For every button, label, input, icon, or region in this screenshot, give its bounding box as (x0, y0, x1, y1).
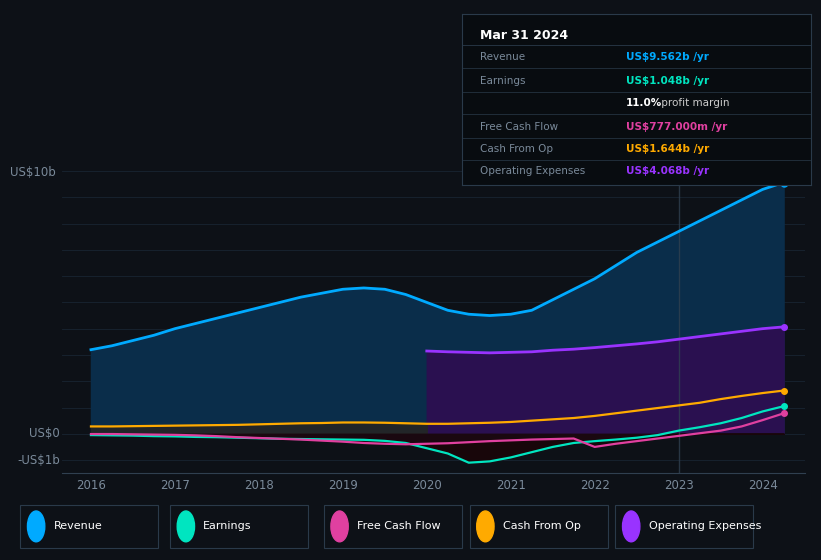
Text: US$4.068b /yr: US$4.068b /yr (626, 166, 709, 176)
Ellipse shape (477, 511, 494, 542)
Text: Free Cash Flow: Free Cash Flow (357, 521, 441, 531)
Text: Operating Expenses: Operating Expenses (479, 166, 585, 176)
Text: Cash From Op: Cash From Op (479, 144, 553, 154)
Text: profit margin: profit margin (658, 98, 729, 108)
Text: Mar 31 2024: Mar 31 2024 (479, 29, 568, 43)
Text: Free Cash Flow: Free Cash Flow (479, 122, 557, 132)
Text: US$1.644b /yr: US$1.644b /yr (626, 144, 709, 154)
Ellipse shape (622, 511, 640, 542)
Text: US$0: US$0 (30, 427, 60, 440)
Text: Operating Expenses: Operating Expenses (649, 521, 761, 531)
Ellipse shape (27, 511, 45, 542)
Text: 11.0%: 11.0% (626, 98, 663, 108)
Text: Earnings: Earnings (204, 521, 252, 531)
Text: Cash From Op: Cash From Op (502, 521, 580, 531)
Text: Earnings: Earnings (479, 76, 525, 86)
Text: US$1.048b /yr: US$1.048b /yr (626, 76, 709, 86)
Text: US$9.562b /yr: US$9.562b /yr (626, 52, 709, 62)
Text: Revenue: Revenue (53, 521, 102, 531)
Text: -US$1b: -US$1b (17, 454, 60, 466)
Text: Revenue: Revenue (479, 52, 525, 62)
Ellipse shape (331, 511, 348, 542)
Text: US$777.000m /yr: US$777.000m /yr (626, 122, 727, 132)
Ellipse shape (177, 511, 195, 542)
